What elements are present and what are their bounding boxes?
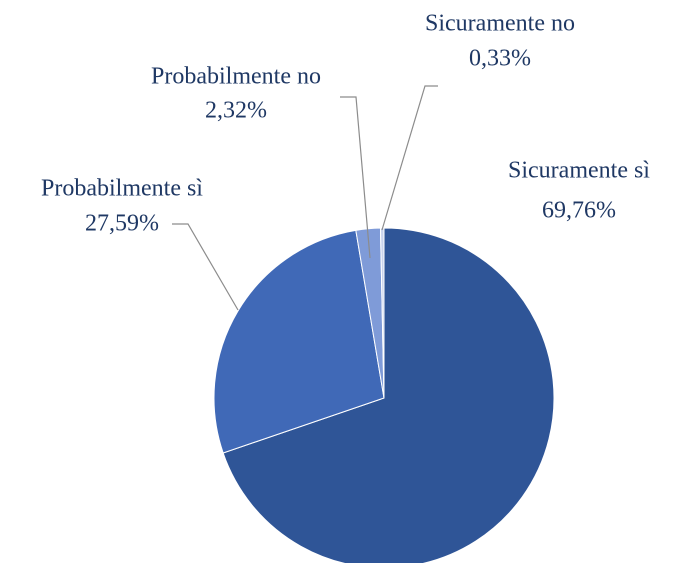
leader-line (172, 223, 239, 311)
leader-line (340, 96, 371, 259)
slice-value: 2,32% (205, 98, 267, 124)
slice-label: Probabilmente sì (41, 176, 203, 202)
pie-slice (222, 227, 555, 563)
leader-line (381, 85, 438, 231)
slice-value: 27,59% (85, 211, 159, 237)
slice-value: 69,76% (542, 198, 616, 224)
slice-label: Sicuramente no (425, 11, 575, 37)
slice-label: Probabilmente no (151, 64, 321, 90)
slice-value: 0,33% (469, 46, 531, 72)
slice-label: Sicuramente sì (508, 158, 650, 184)
pie-slice (213, 229, 385, 454)
